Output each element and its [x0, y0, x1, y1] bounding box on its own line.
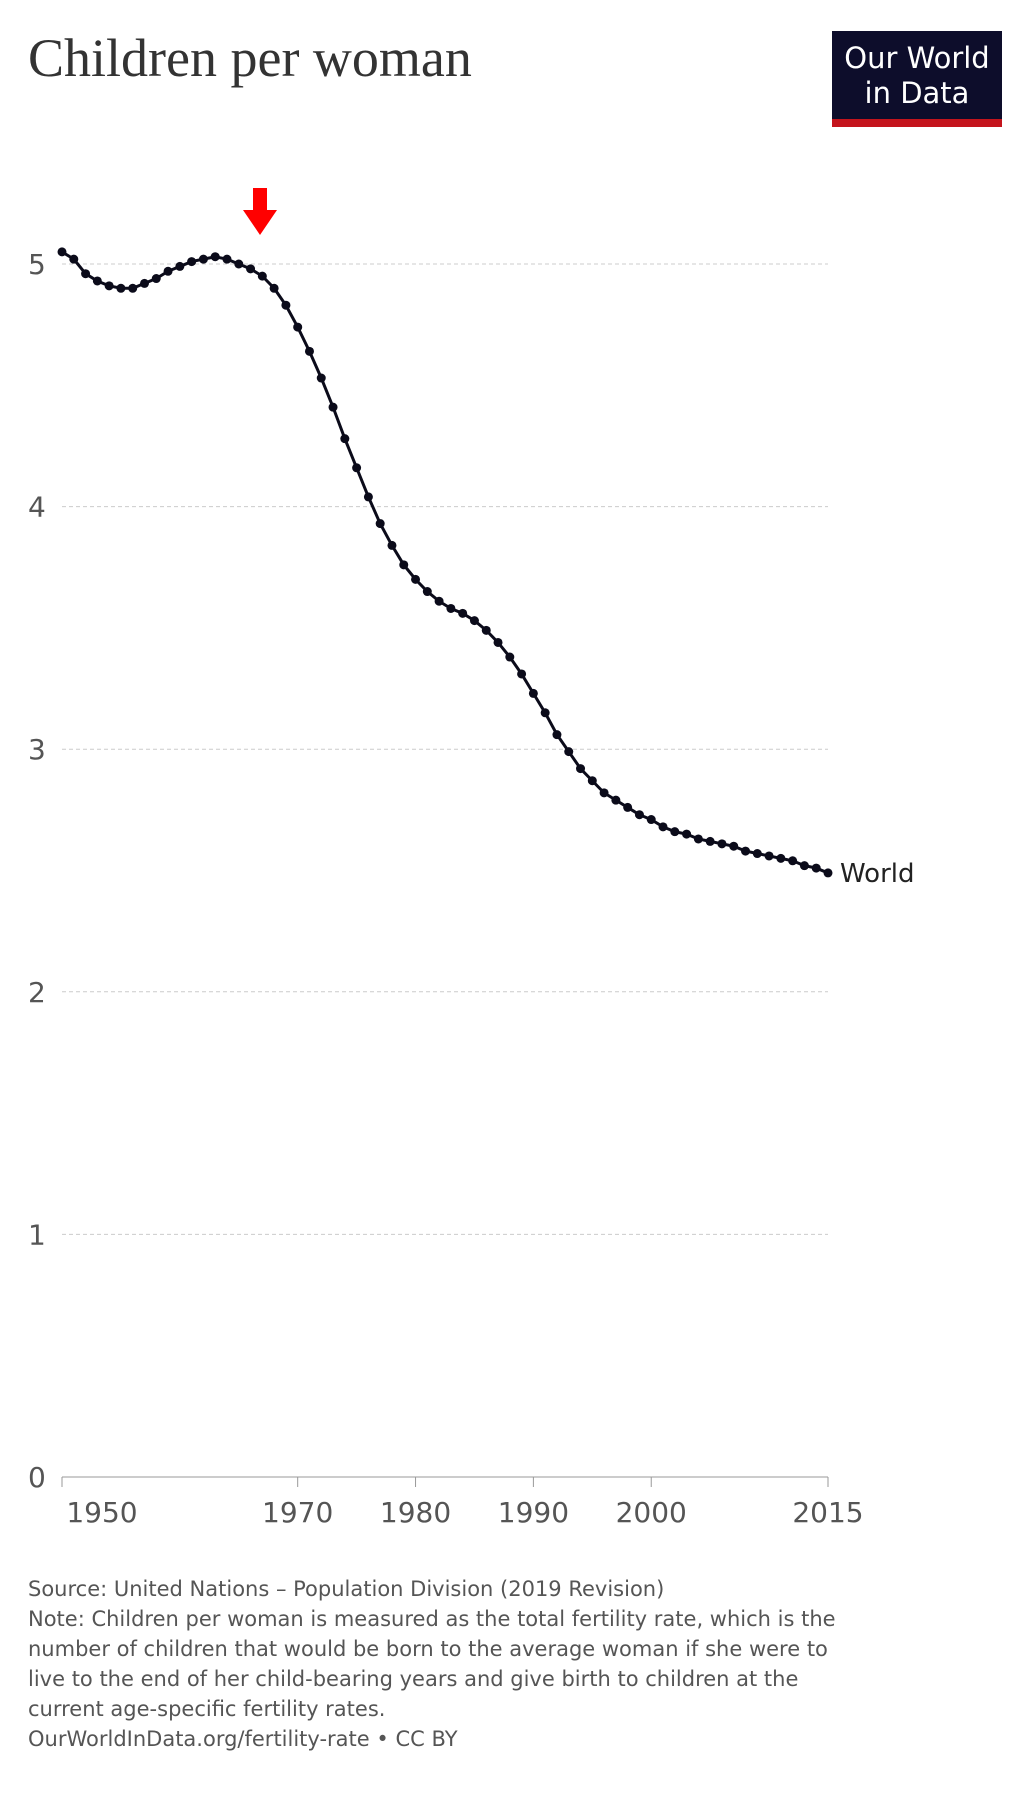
point	[682, 829, 692, 839]
note-line: Note: Children per woman is measured as …	[28, 1607, 836, 1631]
point	[552, 730, 562, 740]
point	[469, 616, 479, 626]
note-line: current age-specific fertility rates.	[28, 1697, 385, 1721]
x-tick-label: 1990	[498, 1496, 569, 1529]
point	[729, 841, 739, 851]
point	[799, 861, 809, 871]
chart-title: Children per woman	[28, 28, 472, 88]
arrow-annotation	[243, 188, 277, 235]
y-tick-label: 4	[28, 491, 46, 524]
point	[811, 863, 821, 873]
point	[752, 849, 762, 859]
point	[422, 587, 432, 597]
point	[517, 669, 527, 679]
point	[481, 625, 491, 635]
point	[139, 278, 149, 288]
point	[69, 254, 79, 264]
point	[340, 434, 350, 444]
point	[151, 274, 161, 284]
point	[611, 795, 621, 805]
point	[187, 257, 197, 267]
point	[788, 856, 798, 866]
point	[599, 788, 609, 798]
logo-box	[832, 31, 1002, 121]
point	[269, 283, 279, 293]
point	[823, 868, 833, 878]
note-line: live to the end of her child-bearing yea…	[28, 1667, 798, 1691]
point	[352, 463, 362, 473]
source: Source: United Nations – Population Divi…	[28, 1577, 664, 1601]
y-tick-label: 2	[28, 976, 46, 1009]
point	[634, 810, 644, 820]
x-tick-label: 2000	[616, 1496, 687, 1529]
y-tick-label: 0	[28, 1461, 46, 1494]
point	[281, 300, 291, 310]
point	[328, 402, 338, 412]
point	[81, 269, 91, 279]
point	[764, 851, 774, 861]
point	[175, 261, 185, 271]
x-tick-label: 1980	[380, 1496, 451, 1529]
point	[670, 827, 680, 837]
point	[776, 853, 786, 863]
x-tick-label: 1950	[66, 1496, 137, 1529]
point	[293, 322, 303, 332]
url: OurWorldInData.org/fertility-rate • CC B…	[28, 1727, 458, 1751]
point	[128, 283, 138, 293]
point	[163, 266, 173, 276]
point	[92, 276, 102, 286]
point	[363, 492, 373, 502]
logo-text: Our World	[844, 41, 989, 75]
point	[387, 540, 397, 550]
point	[116, 283, 126, 293]
note-line: number of children that would be born to…	[28, 1637, 828, 1661]
x-tick-label: 1970	[262, 1496, 333, 1529]
line	[61, 250, 829, 875]
point	[705, 836, 715, 846]
point	[399, 560, 409, 570]
point	[587, 776, 597, 786]
point	[741, 846, 751, 856]
y-tick-label: 5	[28, 248, 46, 281]
point	[505, 652, 515, 662]
point	[458, 608, 468, 618]
point	[658, 822, 668, 832]
series-label: World	[840, 859, 915, 889]
point	[222, 254, 232, 264]
point	[257, 271, 267, 281]
point	[564, 747, 574, 757]
point	[234, 259, 244, 269]
y-tick-label: 3	[28, 733, 46, 766]
point	[104, 281, 114, 291]
point	[446, 603, 456, 613]
point	[57, 247, 67, 257]
point	[246, 264, 256, 274]
point	[411, 574, 421, 584]
y-tick-label: 1	[28, 1218, 46, 1251]
logo-text: in Data	[865, 76, 970, 110]
point	[646, 815, 656, 825]
point	[493, 637, 503, 647]
point	[210, 252, 220, 262]
point	[316, 373, 326, 383]
point	[540, 708, 550, 718]
point	[693, 834, 703, 844]
point	[304, 346, 314, 356]
point	[623, 802, 633, 812]
x-tick-label: 2015	[792, 1496, 863, 1529]
logo-bar	[832, 119, 1002, 127]
point	[576, 764, 586, 774]
point	[375, 519, 385, 529]
point	[528, 688, 538, 698]
point	[717, 839, 727, 849]
point	[434, 596, 444, 606]
point	[198, 254, 208, 264]
